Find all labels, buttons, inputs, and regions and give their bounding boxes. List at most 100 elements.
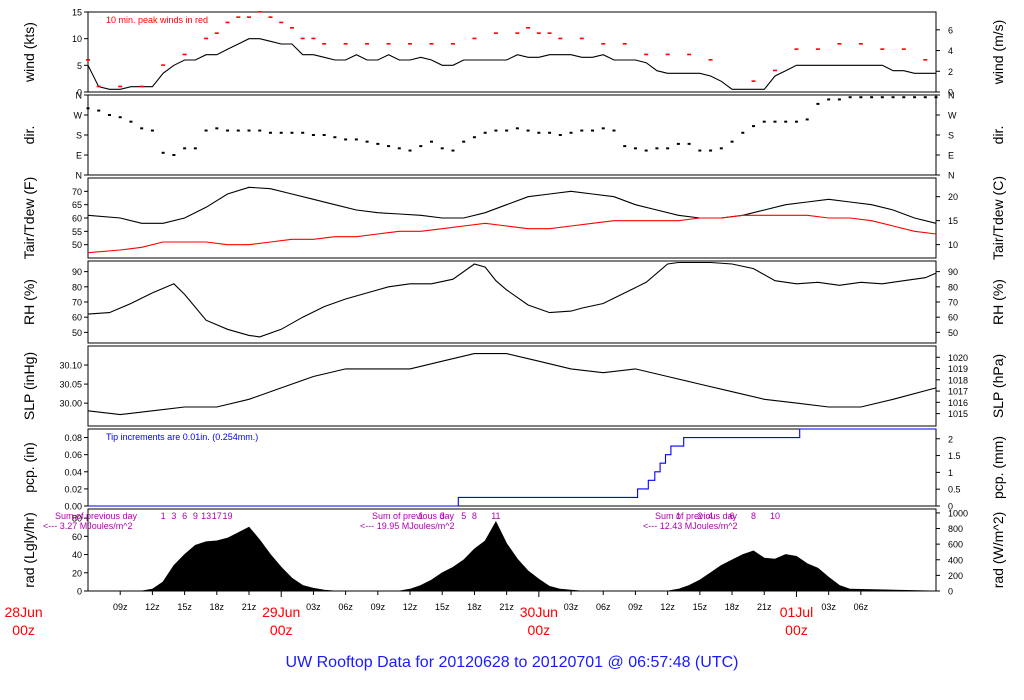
direction-left-tick-label: N xyxy=(76,171,83,181)
direction-wind-direction-deg--point xyxy=(226,129,230,132)
relative-humidity-rh-line xyxy=(87,261,937,338)
direction-wind-direction-deg--point xyxy=(548,131,552,134)
wind-10-min-peak-winds-point xyxy=(858,43,863,45)
temperature-tair-line xyxy=(87,186,937,224)
precipitation-accumulated-precipitation-line xyxy=(88,428,936,507)
direction-wind-direction-deg--point xyxy=(558,134,562,136)
wind-10-min-peak-winds-point xyxy=(526,27,531,29)
direction-wind-direction-deg--point xyxy=(934,96,938,99)
temperature-left-tick-label: 65 xyxy=(72,200,82,210)
solar-radiation-hour-marker: 8 xyxy=(472,511,477,521)
relative-humidity-right-tick-label: 80 xyxy=(948,282,958,292)
temperature-left-tick-label: 50 xyxy=(72,240,82,250)
precipitation-left-tick-label: 0.08 xyxy=(64,433,82,443)
time-tick-label: 15z xyxy=(693,602,708,612)
wind-10-min-peak-winds-point xyxy=(880,48,885,50)
relative-humidity-left-tick-label: 80 xyxy=(72,282,82,292)
relative-humidity-right-tick-label: 60 xyxy=(948,313,958,323)
direction-wind-direction-deg--point xyxy=(279,131,283,134)
direction-wind-direction-deg--point xyxy=(923,96,927,99)
wind-10-min-peak-winds-point xyxy=(429,43,434,45)
solar-radiation-daily-total-value: <--- 19.95 MJoules/m^2 xyxy=(360,521,455,531)
precipitation-left-tick-label: 0.04 xyxy=(64,467,82,477)
direction-left-tick-label: N xyxy=(76,91,83,101)
wind-10-min-peak-winds-point xyxy=(579,37,584,40)
wind-10-min-peak-winds-point xyxy=(96,85,101,88)
wind-10-min-peak-winds-point xyxy=(386,43,391,45)
solar-radiation-hour-marker: 1 xyxy=(418,511,423,521)
time-tick-label: 15z xyxy=(435,602,450,612)
wind-10-min-peak-winds-point xyxy=(214,32,219,34)
wind-left-axis-label: wind (kts) xyxy=(21,22,37,83)
direction-wind-direction-deg--point xyxy=(301,131,305,134)
solar-radiation-right-tick-label: 200 xyxy=(948,571,963,581)
temperature-panel-frame xyxy=(87,177,937,259)
time-tick-label: 21z xyxy=(242,602,257,612)
solar-radiation-left-tick-label: 40 xyxy=(72,550,82,560)
time-tick-label: 09z xyxy=(628,602,643,612)
solar-radiation-radiation-area xyxy=(88,520,937,592)
wind-wind-speed-kts--line xyxy=(87,38,936,90)
direction-wind-direction-deg--point xyxy=(429,140,433,143)
wind-10-min-peak-winds-point xyxy=(182,53,187,56)
direction-wind-direction-deg--point xyxy=(268,131,272,134)
day-label: 30Jun xyxy=(520,604,558,620)
relative-humidity-left-tick-label: 50 xyxy=(72,328,82,338)
time-tick-label: 12z xyxy=(660,602,675,612)
time-tick-label: 18z xyxy=(725,602,740,612)
direction-wind-direction-deg--point xyxy=(848,96,852,99)
precipitation-left-axis-label: pcp. (in) xyxy=(21,442,37,493)
direction-left-tick-label: E xyxy=(76,151,82,161)
direction-right-tick-label: E xyxy=(948,151,954,161)
direction-wind-direction-deg--point xyxy=(365,140,369,143)
precipitation-right-tick-label: 1.5 xyxy=(948,451,961,461)
precipitation-right-tick-label: 0 xyxy=(948,502,953,512)
direction-wind-direction-deg--point xyxy=(515,127,519,130)
solar-radiation-right-axis-label: rad (W/m^2) xyxy=(990,512,1006,589)
wind-right-tick-label: 6 xyxy=(948,25,953,35)
direction-left-tick-label: W xyxy=(74,111,83,121)
solar-radiation-hour-marker: 11 xyxy=(491,511,500,521)
sea-level-pressure-right-tick-label: 1019 xyxy=(948,364,968,374)
temperature-right-tick-label: 15 xyxy=(948,216,958,226)
direction-wind-direction-deg--point xyxy=(451,149,455,152)
time-tick-label: 18z xyxy=(467,602,482,612)
wind-10-min-peak-winds-point xyxy=(794,48,799,50)
direction-wind-direction-deg--point xyxy=(773,120,777,123)
relative-humidity-right-tick-label: 50 xyxy=(948,328,958,338)
direction-wind-direction-deg--point xyxy=(387,145,391,148)
direction-wind-direction-deg--point xyxy=(752,125,756,128)
relative-humidity-right-axis-label: RH (%) xyxy=(990,279,1006,325)
direction-wind-direction-deg--point xyxy=(419,145,423,148)
direction-wind-direction-deg--point xyxy=(247,129,251,132)
solar-radiation-daily-total-label: Sum of previous day xyxy=(372,511,455,521)
relative-humidity-left-axis-label: RH (%) xyxy=(21,279,37,325)
direction-wind-direction-deg--point xyxy=(741,131,745,134)
direction-right-tick-label: W xyxy=(948,111,957,121)
sea-level-pressure-right-tick-label: 1020 xyxy=(948,353,968,363)
solar-radiation-daily-total-value: <--- 12.43 MJoules/m^2 xyxy=(643,521,738,531)
time-tick-label: 12z xyxy=(403,602,418,612)
sea-level-pressure-right-tick-label: 1017 xyxy=(948,387,968,397)
wind-10-min-peak-winds-point xyxy=(515,32,520,34)
direction-wind-direction-deg--point xyxy=(376,142,380,145)
solar-radiation-hour-marker: 13 xyxy=(201,511,211,521)
sea-level-pressure-left-tick-label: 30.00 xyxy=(59,399,82,409)
day-sub-label: 00z xyxy=(12,622,35,638)
time-tick-label: 18z xyxy=(210,602,225,612)
direction-wind-direction-deg--point xyxy=(97,109,101,112)
relative-humidity-left-tick-label: 90 xyxy=(72,267,82,277)
direction-wind-direction-deg--point xyxy=(837,98,841,101)
direction-wind-direction-deg--point xyxy=(569,131,573,134)
wind-10-min-peak-winds-point xyxy=(161,64,166,66)
sea-level-pressure-left-tick-label: 30.05 xyxy=(59,380,82,390)
direction-right-axis-label: dir. xyxy=(990,126,1006,145)
direction-wind-direction-deg--point xyxy=(344,138,348,141)
wind-10-min-peak-winds-point xyxy=(923,59,928,61)
direction-wind-direction-deg--point xyxy=(258,129,262,132)
wind-right-tick-label: 0 xyxy=(948,88,953,98)
direction-wind-direction-deg--point xyxy=(784,120,788,123)
solar-radiation-hour-marker: 19 xyxy=(223,511,233,521)
direction-wind-direction-deg--point xyxy=(354,138,358,141)
